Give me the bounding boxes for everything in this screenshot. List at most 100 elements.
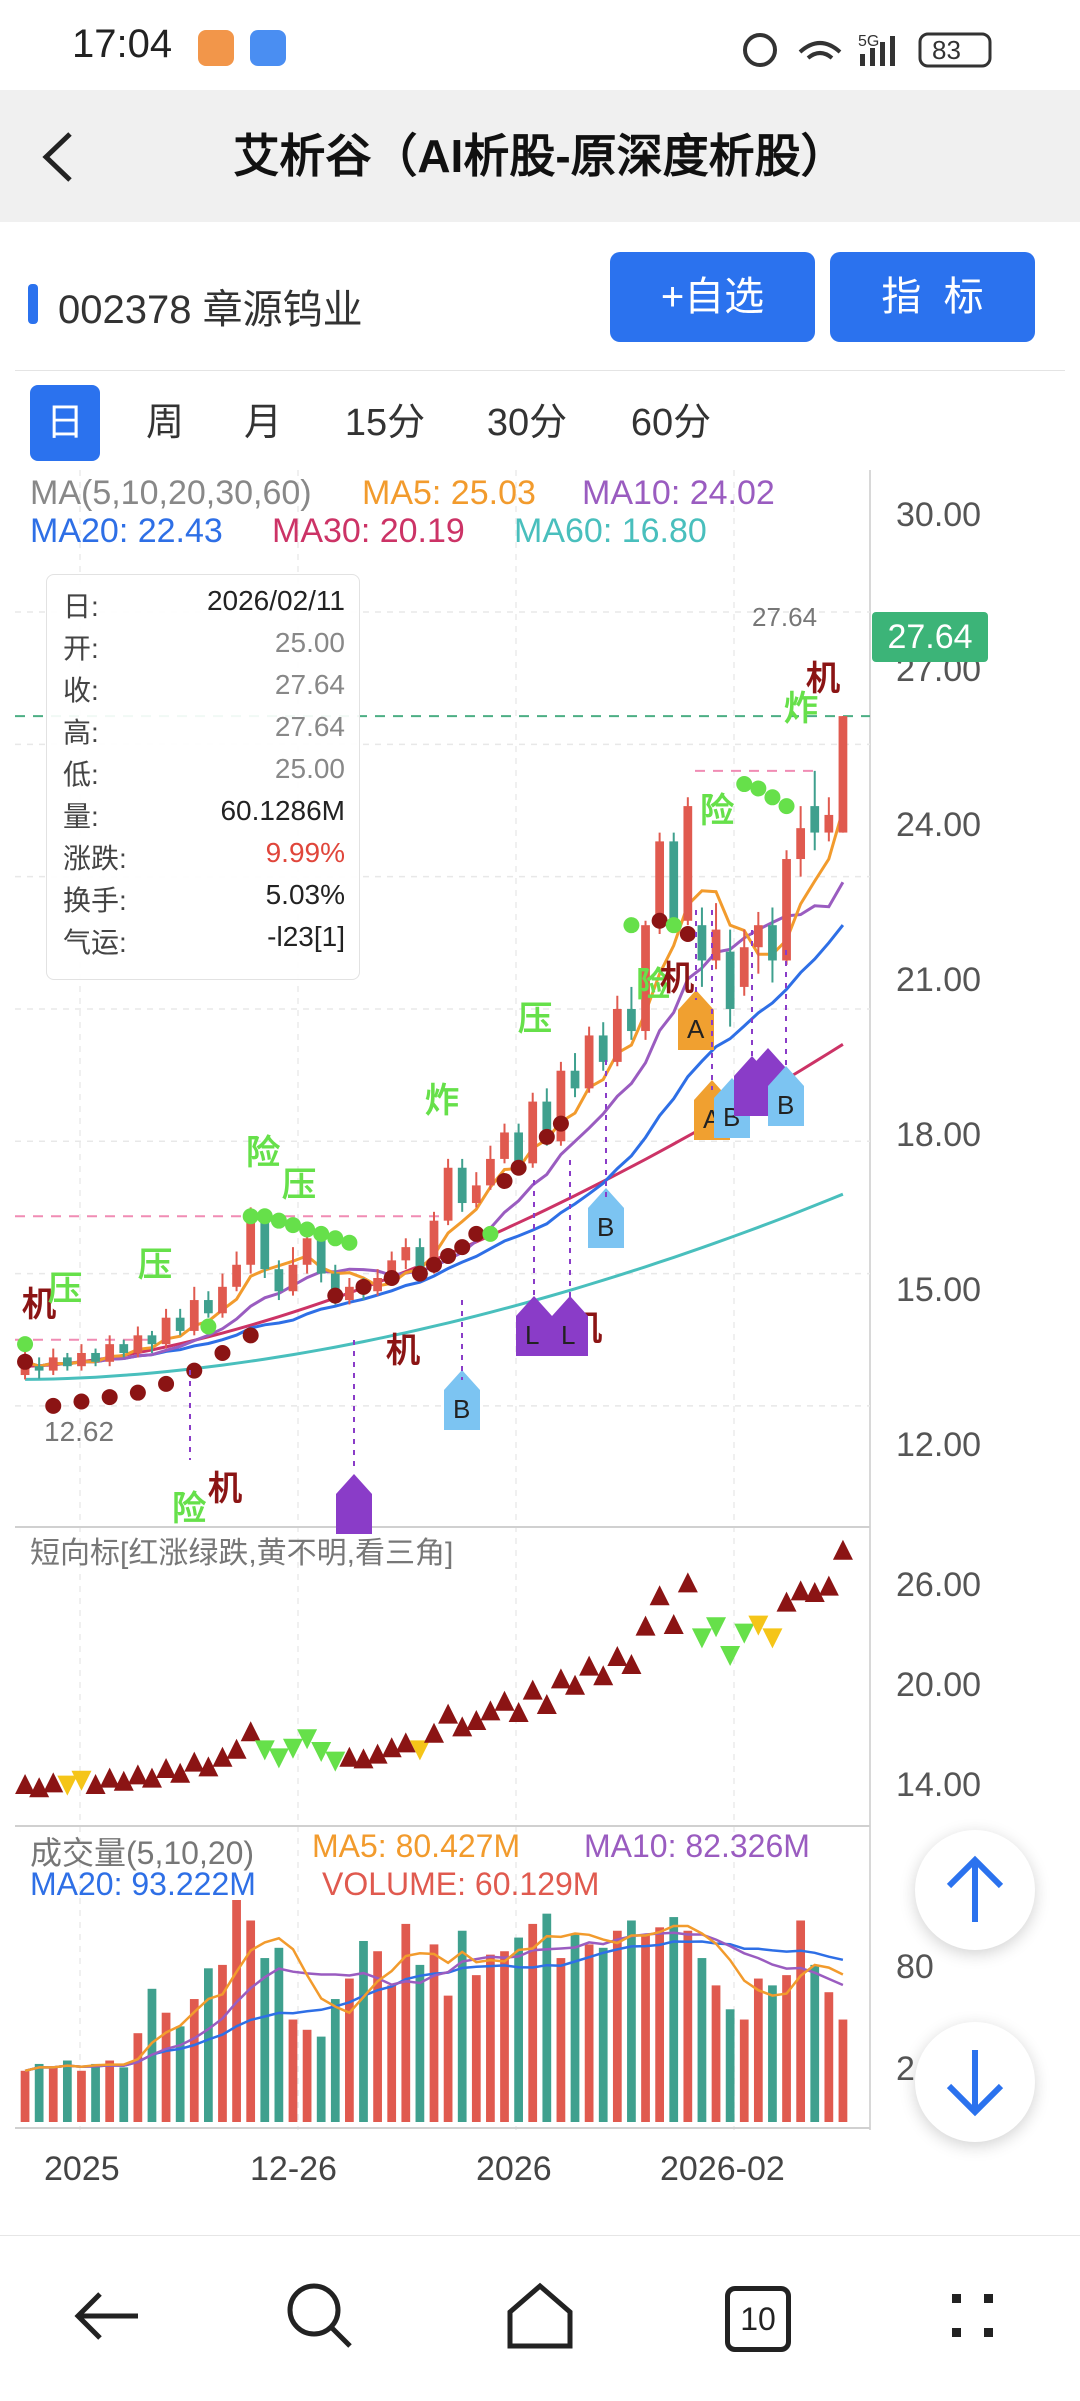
candle-body xyxy=(274,1269,284,1292)
badge-l xyxy=(516,1296,552,1356)
scroll-down-button[interactable] xyxy=(915,2022,1035,2142)
indicator-button[interactable]: 指 标 xyxy=(830,252,1035,342)
short-indicator-triangle xyxy=(466,1710,487,1730)
signal-dot-red xyxy=(101,1389,118,1406)
stock-name: 章源钨业 xyxy=(202,288,363,332)
app-notification-icon xyxy=(198,30,234,66)
ma5-label: MA5: 25.03 xyxy=(362,474,536,512)
short-indicator-triangle xyxy=(282,1738,303,1759)
candle-body xyxy=(528,1101,538,1164)
ohlc-row: 高: 27.64 xyxy=(63,711,345,753)
arrow-up-icon xyxy=(946,1855,1004,1922)
candle-body xyxy=(204,1300,213,1314)
short-indicator-triangle xyxy=(706,1617,727,1638)
signal-dot-red xyxy=(426,1256,442,1273)
ohlc-row: 收: 27.64 xyxy=(63,669,345,711)
tab-15min[interactable]: 15分 xyxy=(344,402,426,444)
signal-dot-red xyxy=(186,1362,203,1379)
tab-day[interactable]: 日 xyxy=(30,385,100,461)
ohlc-value: -l23[1] xyxy=(267,921,345,952)
signal-dot-green xyxy=(200,1318,217,1335)
candle-body xyxy=(246,1216,256,1265)
price-axis-label: 21.00 xyxy=(896,961,982,999)
ohlc-row: 低: 25.00 xyxy=(63,753,345,795)
signal-ji-label: 机 xyxy=(208,1469,242,1509)
more-icon[interactable] xyxy=(922,2266,1022,2366)
status-time: 17:04 xyxy=(72,22,173,66)
kline-chart[interactable]: 机压压险机险压机炸压机险机险炸机BBLLAABB xyxy=(0,470,1080,2150)
volume-bar xyxy=(330,1999,340,2122)
ohlc-row: 开: 25.00 xyxy=(63,627,345,669)
candle-body xyxy=(232,1264,241,1287)
stock-header: 002378 章源钨业 +自选 指 标 xyxy=(0,222,1080,372)
volume-bar xyxy=(739,2019,749,2122)
ohlc-row: 涨跌: 9.99% xyxy=(63,837,345,879)
signal-dot-red xyxy=(496,1172,513,1189)
back-nav-icon[interactable] xyxy=(58,2266,158,2366)
tabs-button[interactable]: 10 xyxy=(705,2266,805,2366)
candle-body xyxy=(345,1286,354,1301)
tab-30min[interactable]: 30分 xyxy=(486,402,568,444)
signals: 机压压险机险压机炸压机险机险炸机BBLLAABB xyxy=(17,659,840,1534)
short-indicator-triangle xyxy=(156,1758,177,1778)
ohlc-key: 换手: xyxy=(63,885,127,916)
volume-bar xyxy=(387,1985,397,2122)
tab-week[interactable]: 周 xyxy=(145,402,184,444)
search-icon[interactable] xyxy=(270,2266,370,2366)
short-indicator-triangle xyxy=(127,1764,148,1785)
short-indicator-title: 短向标[红涨绿跌,黄不明,看三角] xyxy=(30,1537,454,1570)
candle-body xyxy=(415,1247,425,1270)
volume-bar xyxy=(316,2036,326,2122)
volume-bar xyxy=(627,1920,636,2122)
signal-dot-green xyxy=(623,917,640,934)
price-axis-label: 24.00 xyxy=(896,806,982,844)
candle-body xyxy=(739,947,749,987)
candle-body xyxy=(443,1167,453,1221)
short-indicator-triangle xyxy=(536,1694,557,1714)
candle-body xyxy=(457,1167,467,1204)
candle-body xyxy=(62,1357,72,1367)
volume-bar xyxy=(838,2019,848,2122)
volume-bar xyxy=(429,1944,439,2122)
short-indicator-triangle xyxy=(325,1751,346,1772)
volume-bar xyxy=(542,1913,552,2122)
short-indicator-triangle xyxy=(297,1729,318,1750)
volume-bar xyxy=(500,1951,509,2122)
ohlc-row: 量: 60.1286M xyxy=(63,795,345,837)
scroll-up-button[interactable] xyxy=(915,1830,1035,1950)
short-indicator-triangle xyxy=(71,1770,92,1791)
tab-60min[interactable]: 60分 xyxy=(630,402,712,444)
badge-l xyxy=(552,1296,588,1356)
signal-dot-red xyxy=(17,1353,34,1370)
volume-bar xyxy=(584,1944,594,2122)
short-indicator-triangle xyxy=(649,1585,670,1606)
ma-params-label: MA(5,10,20,30,60) xyxy=(30,474,312,512)
back-arrow-icon[interactable] xyxy=(30,122,90,192)
home-icon[interactable] xyxy=(490,2266,590,2366)
candle-body xyxy=(77,1352,86,1367)
ohlc-value: 9.99% xyxy=(265,837,345,868)
signal-dot-red xyxy=(45,1397,62,1414)
candle-body xyxy=(147,1335,157,1345)
candle-body xyxy=(401,1247,411,1261)
candle-body xyxy=(556,1070,566,1142)
short-indicator-triangle xyxy=(762,1628,783,1649)
short-indicator-triangle xyxy=(212,1746,233,1767)
volume-bar xyxy=(48,2067,58,2122)
volume-bar xyxy=(514,1937,523,2122)
short-indicator-triangle xyxy=(452,1716,473,1737)
signal-dot-green xyxy=(327,1230,344,1247)
candle-body xyxy=(824,814,834,833)
volume-bar xyxy=(34,2063,44,2122)
volume-bar xyxy=(204,1968,213,2122)
volume-bar xyxy=(683,1930,693,2122)
signal-dot-red xyxy=(355,1278,372,1295)
add-watchlist-button[interactable]: +自选 xyxy=(610,252,815,342)
ohlc-value: 5.03% xyxy=(265,879,345,910)
tab-month[interactable]: 月 xyxy=(243,402,282,444)
signal-xian-label: 险 xyxy=(172,1489,207,1529)
short-indicator-triangle xyxy=(550,1668,571,1689)
volume-bar xyxy=(359,1940,368,2122)
ma20-line xyxy=(24,924,845,1368)
short-indicator-triangle xyxy=(621,1654,642,1674)
